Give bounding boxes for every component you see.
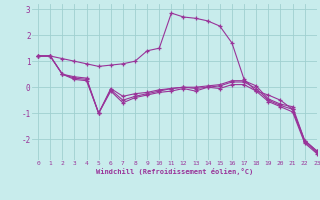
X-axis label: Windchill (Refroidissement éolien,°C): Windchill (Refroidissement éolien,°C) bbox=[96, 168, 253, 175]
